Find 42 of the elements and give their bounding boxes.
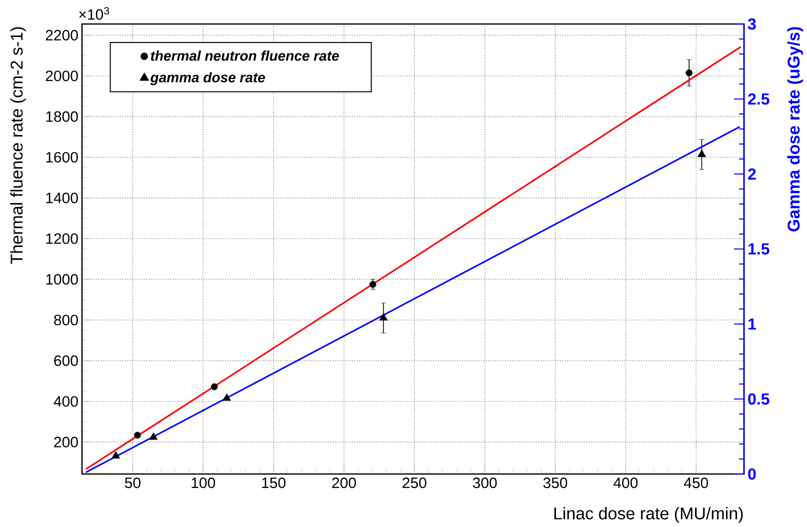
point: [379, 313, 388, 320]
y2-tick-label: 2: [748, 168, 756, 180]
point: [369, 280, 376, 288]
y-tick-label: 800: [54, 314, 78, 326]
y2-tick-label: 0.5: [748, 393, 770, 405]
legend-label: gamma dose rate: [150, 72, 266, 86]
y2-tick-label: 0: [748, 468, 756, 480]
y-tick-label: 1600: [46, 152, 78, 163]
x-tick-label: 250: [402, 478, 426, 488]
legend-label: thermal neutron fluence rate: [150, 50, 339, 61]
y-tick-label: 1400: [46, 192, 78, 204]
y-tick-label: 400: [54, 396, 78, 407]
y-tick-label: 2000: [46, 70, 78, 82]
point: [112, 451, 120, 458]
text: ×10$^{3}$: [79, 7, 110, 20]
x-tick-label: 400: [614, 478, 638, 488]
y-tick-label: 1800: [46, 111, 78, 122]
y2-tick-label: 2.5: [748, 93, 770, 105]
y-tick-label: 1000: [46, 274, 78, 285]
x-tick-label: 350: [543, 478, 568, 488]
y2-tick-label: 3: [748, 18, 756, 30]
y-tick-label: 1200: [46, 233, 78, 244]
y-tick-label: 600: [54, 355, 78, 366]
x-tick-label: 150: [262, 478, 286, 488]
x-tick-label: 50: [124, 478, 140, 488]
y-tick-label: 200: [54, 436, 78, 448]
point: [211, 383, 218, 390]
point: [134, 432, 141, 439]
x-tick-label: 300: [472, 478, 497, 488]
y2-tick-label: 1: [748, 318, 756, 330]
point: [222, 393, 231, 401]
point: [698, 150, 706, 157]
y-axis-title: Thermal fluence rate (cm-2 s-1): [10, 27, 26, 264]
y2-axis-title: Gamma dose rate (uGy/s): [787, 27, 804, 232]
point: [149, 432, 158, 440]
y-tick-label: 2200: [46, 30, 78, 40]
x-axis-title: Linac dose rate (MU/min): [554, 506, 743, 523]
x-tick-label: 450: [684, 478, 708, 488]
x-tick-label: 200: [332, 478, 356, 488]
y2-tick-label: 1.5: [748, 243, 770, 255]
point: [686, 69, 692, 76]
x-tick-label: 100: [192, 478, 216, 488]
